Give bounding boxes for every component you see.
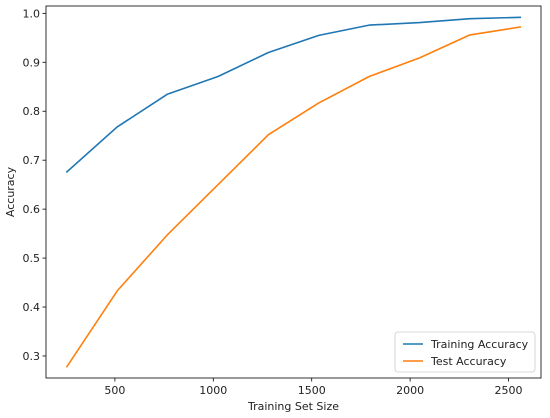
series-line-training-accuracy	[65, 16, 522, 174]
plot-frame	[45, 5, 542, 379]
legend-box	[394, 331, 536, 373]
legend-label: Test Accuracy	[430, 355, 507, 368]
legend-label: Training Accuracy	[430, 338, 529, 351]
x-tick-label: 1500	[298, 384, 326, 397]
y-tick-label: 0.8	[23, 105, 41, 118]
y-tick-label: 0.9	[23, 56, 41, 69]
x-tick-label: 1000	[199, 384, 227, 397]
legend: Training Accuracy Test Accuracy	[394, 331, 536, 373]
y-axis-title: Accuracy	[4, 166, 17, 217]
x-tick-label: 500	[104, 384, 125, 397]
series-line-test-accuracy	[65, 26, 522, 368]
y-tick-label: 0.6	[23, 203, 41, 216]
x-tick-label: 2000	[396, 384, 424, 397]
plot-area	[65, 16, 522, 368]
y-tick-label: 0.3	[23, 350, 41, 363]
y-tick-label: 1.0	[23, 7, 41, 20]
x-axis-title: Training Set Size	[247, 400, 339, 413]
axes: 500 1000 1500 2000 2500 0.3 0.4 0.5 0.6 0.7 0.8 0.9…	[23, 5, 542, 397]
y-tick-label: 0.4	[23, 301, 41, 314]
y-tick-label: 0.5	[23, 252, 41, 265]
x-tick-label: 2500	[495, 384, 523, 397]
y-tick-label: 0.7	[23, 154, 41, 167]
